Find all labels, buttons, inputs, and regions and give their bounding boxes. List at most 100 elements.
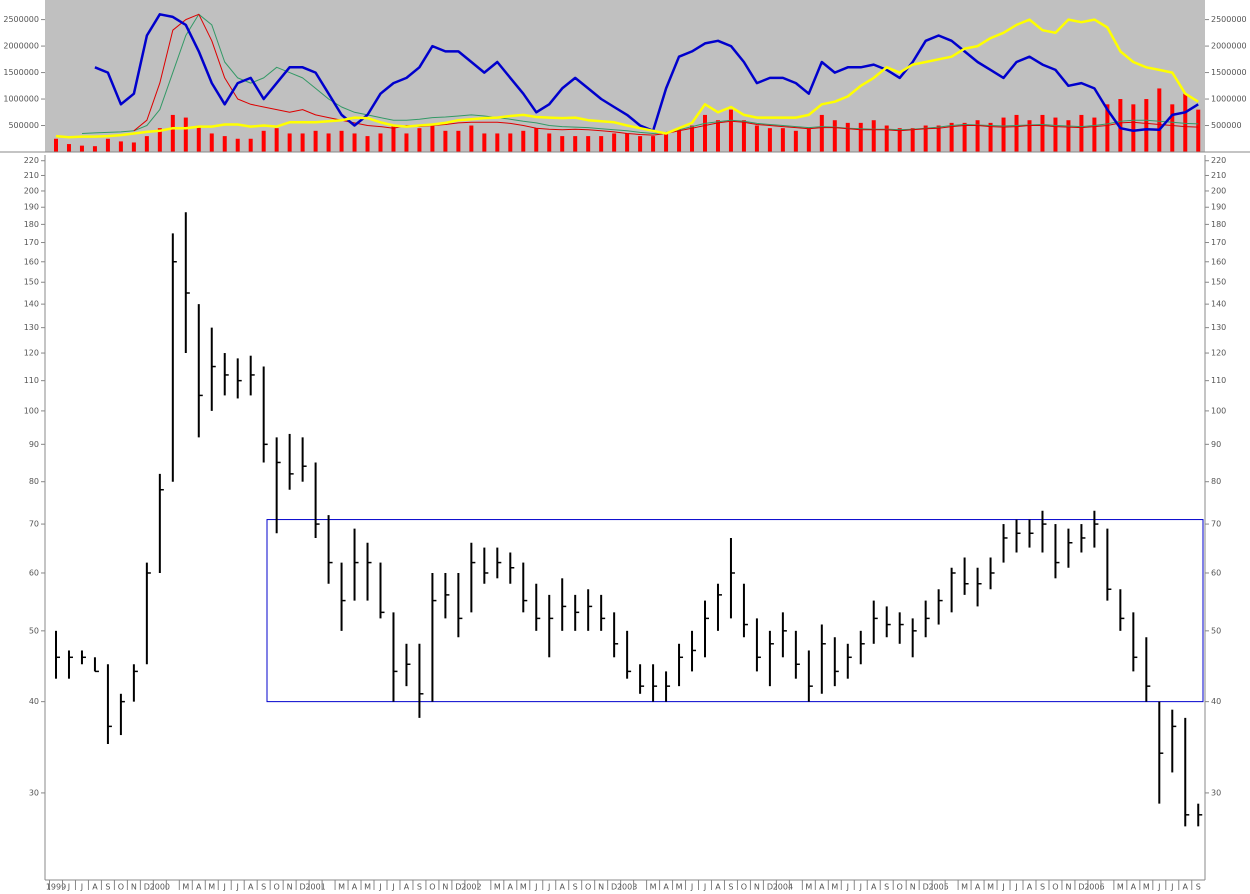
volume-bar — [793, 130, 798, 152]
volume-bar — [1183, 93, 1188, 152]
y-tick-label: 70 — [29, 520, 39, 529]
volume-bar — [105, 138, 110, 152]
x-tick-label: M — [676, 883, 683, 892]
x-tick-label: A — [248, 883, 254, 892]
volume-bar — [352, 133, 357, 152]
indicator-line — [81, 13, 1199, 134]
y-tick-label: 1500000 — [1211, 68, 1247, 77]
volume-bar — [1118, 99, 1123, 152]
x-tick-label: O — [118, 883, 124, 892]
volume-bar — [910, 128, 915, 152]
volume-bar — [1131, 104, 1136, 152]
x-tick-label: N — [910, 883, 916, 892]
x-tick-label: D — [144, 883, 150, 892]
x-tick-label: M — [208, 883, 215, 892]
y-tick-label: 220 — [1211, 156, 1226, 165]
x-tick-label: D — [923, 883, 929, 892]
x-tick-label: O — [1052, 883, 1058, 892]
x-tick-label: 2002 — [461, 883, 481, 892]
y-tick-label: 80 — [29, 477, 39, 486]
x-tick-label: M — [520, 883, 527, 892]
y-tick-label: 130 — [1211, 323, 1226, 332]
volume-bar — [118, 141, 123, 152]
indicator-line — [94, 13, 1199, 133]
x-tick-label: J — [846, 883, 849, 892]
x-tick-label: J — [547, 883, 550, 892]
volume-bar — [1170, 104, 1175, 152]
volume-bar — [209, 133, 214, 152]
x-tick-label: A — [404, 883, 410, 892]
volume-bar — [313, 130, 318, 152]
volume-bar — [456, 130, 461, 152]
volume-bar — [1053, 117, 1058, 152]
volume-bar — [443, 130, 448, 152]
x-tick-label: J — [236, 883, 239, 892]
y-tick-label: 140 — [24, 300, 39, 309]
volume-bar — [482, 133, 487, 152]
y-tick-label: 1000000 — [3, 95, 39, 104]
volume-bar — [1105, 104, 1110, 152]
y-tick-label: 160 — [24, 257, 39, 266]
x-tick-label: S — [1040, 883, 1045, 892]
x-tick-label: J — [1014, 883, 1017, 892]
x-tick-label: J — [1001, 883, 1004, 892]
x-tick-label: J — [859, 883, 862, 892]
volume-bar — [897, 128, 902, 152]
volume-bar — [131, 142, 136, 152]
y-tick-label: 190 — [24, 203, 39, 212]
y-tick-label: 60 — [1211, 568, 1221, 577]
volume-bar — [690, 125, 695, 152]
x-tick-label: J — [80, 883, 83, 892]
y-tick-label: 120 — [1211, 349, 1226, 358]
x-tick-label: O — [897, 883, 903, 892]
x-tick-label: A — [975, 883, 981, 892]
volume-bar — [871, 120, 876, 152]
volume-bar — [754, 125, 759, 152]
x-tick-label: A — [871, 883, 877, 892]
y-tick-label: 30 — [1211, 788, 1221, 797]
volume-bar — [677, 128, 682, 152]
volume-bar — [1144, 99, 1149, 152]
x-tick-label: A — [559, 883, 565, 892]
volume-bar — [651, 136, 656, 152]
volume-bar — [573, 136, 578, 152]
volume-bar — [936, 125, 941, 152]
y-tick-label: 500000 — [8, 121, 39, 130]
x-tick-label: A — [715, 883, 721, 892]
x-tick-label: J — [1170, 883, 1173, 892]
x-tick-label: A — [1183, 883, 1189, 892]
volume-bar — [1196, 109, 1201, 152]
x-tick-label: N — [1065, 883, 1071, 892]
volume-bar — [404, 133, 409, 152]
y-tick-label: 40 — [1211, 697, 1221, 706]
volume-bar — [261, 130, 266, 152]
volume-bar — [884, 125, 889, 152]
volume-bar — [599, 136, 604, 152]
x-tick-label: M — [650, 883, 657, 892]
volume-bar — [469, 125, 474, 152]
volume-bar — [1066, 120, 1071, 152]
y-tick-label: 220 — [24, 156, 39, 165]
volume-bar — [715, 120, 720, 152]
volume-bar — [248, 138, 253, 152]
y-tick-label: 110 — [1211, 376, 1226, 385]
x-tick-label: N — [598, 883, 604, 892]
x-tick-label: M — [338, 883, 345, 892]
volume-bar — [962, 122, 967, 152]
x-tick-label: 2006 — [1084, 883, 1104, 892]
volume-bar — [741, 120, 746, 152]
x-tick-label: S — [417, 883, 422, 892]
x-tick-label: D — [300, 883, 306, 892]
x-tick-label: N — [287, 883, 293, 892]
x-tick-label: A — [508, 883, 514, 892]
volume-bar — [988, 122, 993, 152]
x-tick-label: M — [961, 883, 968, 892]
x-tick-label: O — [274, 883, 280, 892]
volume-bar — [767, 128, 772, 152]
y-tick-label: 150 — [1211, 278, 1226, 287]
volume-bar — [780, 128, 785, 152]
volume-bar — [949, 122, 954, 152]
volume-bar — [54, 138, 58, 152]
y-tick-label: 500000 — [1211, 121, 1242, 130]
